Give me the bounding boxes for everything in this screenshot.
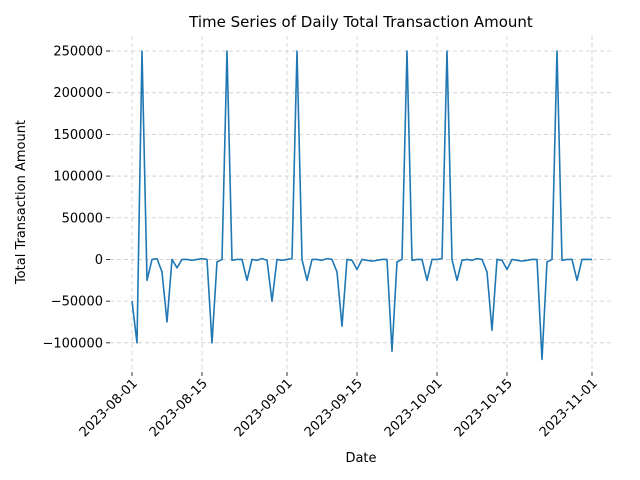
y-tick-label: 200000	[53, 86, 103, 101]
y-tick-label: 0	[95, 253, 103, 268]
y-axis-title: Total Transaction Amount	[14, 120, 29, 285]
y-tick-label: 50000	[62, 211, 103, 226]
x-tick-label: 2023-09-15	[302, 376, 366, 440]
x-axis-title: Date	[345, 451, 376, 466]
x-tick-label: 2023-11-01	[537, 376, 601, 440]
y-tick-label: −100000	[42, 336, 103, 351]
chart-title: Time Series of Daily Total Transaction A…	[188, 13, 533, 31]
x-tick-label: 2023-08-01	[77, 376, 141, 440]
x-tick-label: 2023-10-15	[452, 376, 516, 440]
grid-layer	[110, 36, 614, 372]
x-axis-ticks: 2023-08-01 2023-08-15 2023-09-01 2023-09-15…	[77, 372, 601, 440]
y-tick-label: 150000	[53, 128, 103, 143]
x-tick-label: 2023-09-01	[232, 376, 296, 440]
x-tick-label: 2023-10-01	[382, 376, 446, 440]
y-tick-label: 250000	[53, 45, 103, 60]
x-tick-label: 2023-08-15	[147, 376, 211, 440]
y-tick-label: −50000	[51, 295, 103, 310]
y-axis-ticks: −100000 −50000 0 50000 100000 150000 200000 250…	[42, 45, 110, 351]
series-line	[131, 50, 592, 361]
y-tick-label: 100000	[53, 170, 103, 185]
